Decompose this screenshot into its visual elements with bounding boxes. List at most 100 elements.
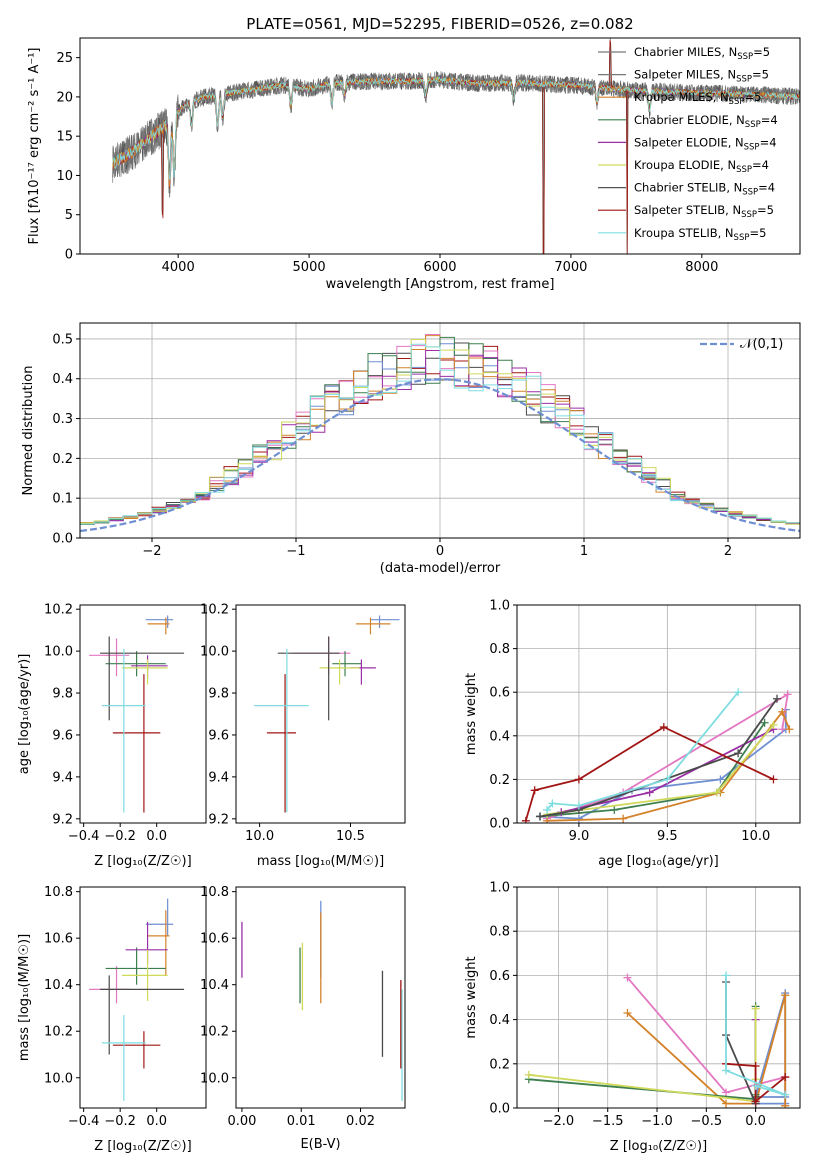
x-tick-label: −1 bbox=[286, 544, 305, 559]
axes-frame bbox=[516, 604, 801, 824]
axes: −2 −1 0 1 2 0.0 0.1 0.2 0.3 0.4 0.5 (data-model)/er… bbox=[21, 322, 801, 576]
legend-entry: Chabrier MILES, NSSP=5 bbox=[634, 45, 770, 62]
x-tick-label: 0.00 bbox=[227, 1114, 256, 1129]
panel-age_vs_Z: −0.4 −0.2 0.0 9.2 9.4 9.6 9.8 10.0 10.2 Z [log₁₀(… bbox=[17, 603, 207, 869]
data-point-marker bbox=[773, 694, 782, 703]
data-point-marker bbox=[751, 1081, 760, 1090]
x-tick-label: 9.0 bbox=[569, 829, 590, 844]
y-tick-label: 25 bbox=[56, 51, 73, 66]
panel-mass_weight_vs_age: 9.0 9.5 10.0 0.0 0.2 0.4 0.6 0.8 1.0 age [log₁₀(a… bbox=[464, 599, 801, 869]
y-tick-label: 0.6 bbox=[489, 686, 510, 701]
legend: Chabrier MILES, NSSP=5 Salpeter MILES, NS… bbox=[598, 45, 778, 243]
x-tick-label: 10.0 bbox=[741, 829, 770, 844]
spectrum-series-line bbox=[112, 76, 800, 181]
data-point-marker bbox=[734, 688, 743, 697]
y-tick-label: 0 bbox=[65, 248, 73, 263]
y-tick-label: 9.6 bbox=[208, 728, 229, 743]
x-tick-label: −0.5 bbox=[691, 1114, 723, 1129]
x-tick-label: 10.5 bbox=[336, 829, 365, 844]
y-axis-label: Normed distribution bbox=[21, 366, 36, 496]
histogram-step-line bbox=[80, 343, 800, 525]
y-tick-label: 10.4 bbox=[44, 978, 73, 993]
data-point-marker bbox=[712, 788, 721, 797]
x-tick-label: 0.02 bbox=[346, 1114, 375, 1129]
spectrum-series-line bbox=[112, 70, 800, 194]
legend-value: =5 bbox=[753, 45, 770, 59]
x-tick-label: 2 bbox=[724, 544, 732, 559]
y-tick-label: 10.4 bbox=[200, 978, 229, 993]
legend-entry: 𝒩(0,1) bbox=[740, 337, 783, 352]
data-point-marker bbox=[722, 1066, 731, 1075]
data-point-marker bbox=[535, 812, 544, 821]
x-tick-label: 10.0 bbox=[245, 829, 274, 844]
y-tick-label: 20 bbox=[56, 90, 73, 105]
panel-age_vs_mass: 10.0 10.5 9.2 9.4 9.6 9.8 10.0 10.2 mass [log₁₀(… bbox=[200, 603, 406, 869]
x-axis-label: (data-model)/error bbox=[380, 561, 501, 576]
y-tick-label: 0.5 bbox=[52, 332, 73, 347]
data-point-marker bbox=[619, 814, 628, 823]
y-tick-label: 10.8 bbox=[200, 885, 229, 900]
legend-value: =5 bbox=[744, 90, 761, 104]
y-axis-label: age [log₁₀(age/yr)] bbox=[17, 654, 32, 775]
data-point-marker bbox=[778, 707, 787, 716]
y-tick-label: 0.8 bbox=[489, 925, 510, 940]
x-tick-label: 0 bbox=[436, 544, 444, 559]
y-tick-label: 15 bbox=[56, 130, 73, 145]
axes: −0.4 −0.2 0.0 10.0 10.2 10.4 10.6 10.8 Z [log₁₀(… bbox=[17, 885, 207, 1154]
data-point-marker bbox=[574, 775, 583, 784]
y-tick-label: 0.1 bbox=[52, 492, 73, 507]
x-axis-label: mass [log₁₀(M/M☉)] bbox=[257, 854, 384, 869]
y-tick-label: 9.4 bbox=[52, 770, 73, 785]
plot-area bbox=[524, 971, 790, 1108]
y-tick-label: 10.2 bbox=[200, 1025, 229, 1040]
data-point-marker bbox=[722, 1088, 731, 1097]
x-tick-label: 8000 bbox=[685, 260, 718, 275]
series-line bbox=[546, 691, 739, 811]
y-tick-label: 10.0 bbox=[44, 645, 73, 660]
plot-area bbox=[80, 334, 800, 533]
y-tick-label: 10.0 bbox=[44, 1071, 73, 1086]
data-point-marker bbox=[783, 690, 792, 699]
x-tick-label: 1 bbox=[580, 544, 588, 559]
legend-entry: Kroupa ELODIE, NSSP=4 bbox=[634, 158, 769, 175]
y-tick-label: 0.4 bbox=[489, 1013, 510, 1028]
y-tick-label: 10.0 bbox=[200, 645, 229, 660]
legend-entry: Chabrier ELODIE, NSSP=4 bbox=[634, 113, 778, 130]
x-tick-label: −0.2 bbox=[104, 829, 136, 844]
x-tick-label: 4000 bbox=[162, 260, 195, 275]
x-axis-label: Z [log₁₀(Z/Z☉)] bbox=[94, 854, 191, 869]
normal-reference-curve bbox=[80, 378, 800, 533]
plot-area bbox=[241, 900, 403, 1102]
axes-frame bbox=[235, 604, 406, 824]
y-tick-label: 0.4 bbox=[489, 729, 510, 744]
axes: −2.0 −1.5 −1.0 −0.5 0.0 0.0 0.2 0.4 0.6 0.8 1.0 Z [… bbox=[464, 881, 801, 1154]
y-axis-label: mass [log₁₀(M/M☉)] bbox=[17, 934, 32, 1061]
y-axis-label: mass weight bbox=[464, 673, 479, 755]
x-tick-label: 0.0 bbox=[745, 1114, 766, 1129]
y-tick-label: 9.8 bbox=[52, 687, 73, 702]
x-axis-label: E(B-V) bbox=[300, 1137, 340, 1152]
y-tick-label: 10.0 bbox=[200, 1071, 229, 1086]
x-tick-label: 7000 bbox=[554, 260, 587, 275]
x-tick-label: −2.0 bbox=[543, 1114, 575, 1129]
axes-frame bbox=[79, 886, 207, 1109]
legend-value: =5 bbox=[749, 226, 766, 240]
data-point-marker bbox=[645, 788, 654, 797]
data-point-marker bbox=[781, 1073, 790, 1082]
y-tick-label: 9.2 bbox=[52, 812, 73, 827]
x-tick-label: −1.0 bbox=[641, 1114, 673, 1129]
y-tick-label: 10.2 bbox=[200, 603, 229, 618]
y-axis-label: Flux [fλ10⁻¹⁷ erg cm⁻² s⁻¹ A⁻¹] bbox=[27, 48, 42, 245]
x-tick-label: −0.4 bbox=[68, 829, 100, 844]
panel-residuals: −2 −1 0 1 2 0.0 0.1 0.2 0.3 0.4 0.5 (data-model)/er… bbox=[21, 322, 801, 576]
plot-layer: 4000 5000 6000 7000 80000510152025wavelength… bbox=[17, 37, 801, 1154]
x-axis-label: Z [log₁₀(Z/Z☉)] bbox=[610, 1139, 707, 1154]
series-line bbox=[524, 726, 774, 822]
panel-spectrum: 4000 5000 6000 7000 8000 0 5 10 15 20 25 wavelength… bbox=[27, 37, 801, 292]
y-tick-label: 0.0 bbox=[52, 532, 73, 547]
panel-mass_weight_vs_Z: −2.0 −1.5 −1.0 −0.5 0.0 0.0 0.2 0.4 0.6 0.8 1.0 Z [… bbox=[464, 881, 801, 1154]
plot-area bbox=[521, 688, 794, 823]
y-tick-label: 0.8 bbox=[489, 642, 510, 657]
plot-area bbox=[89, 615, 185, 813]
